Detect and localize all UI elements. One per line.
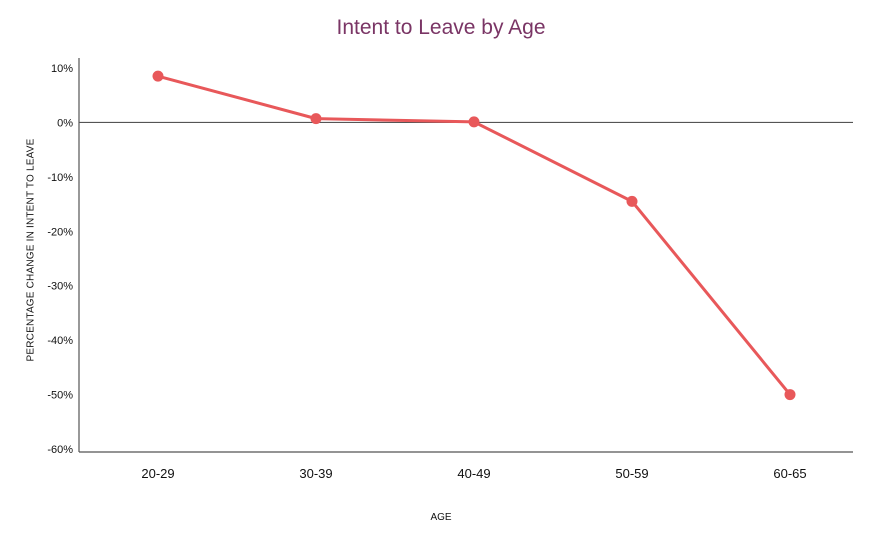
- y-tick-label: -20%: [47, 226, 73, 238]
- y-tick-label: -60%: [47, 444, 73, 456]
- y-tick-label: 0%: [57, 117, 73, 129]
- data-point: [310, 113, 322, 125]
- x-tick-label: 50-59: [615, 466, 648, 481]
- y-ticks-group: 10% 0% -10% -20% -30% -40% -50% -60%: [47, 63, 73, 456]
- x-ticks-group: 20-29 30-39 40-49 50-59 60-65: [141, 466, 806, 481]
- data-point: [152, 70, 164, 82]
- y-tick-label: -50%: [47, 390, 73, 402]
- chart-title: Intent to Leave by Age: [336, 16, 546, 39]
- x-tick-label: 60-65: [773, 466, 806, 481]
- x-axis-label: AGE: [430, 512, 452, 523]
- y-tick-label: 10%: [51, 63, 73, 75]
- x-tick-label: 20-29: [141, 466, 174, 481]
- series-group: [152, 70, 796, 401]
- x-tick-label: 40-49: [457, 466, 490, 481]
- axes-group: [78, 58, 853, 453]
- data-point: [468, 116, 480, 128]
- data-point: [784, 389, 796, 401]
- y-tick-label: -30%: [47, 281, 73, 293]
- y-tick-label: -40%: [47, 335, 73, 347]
- data-point: [626, 195, 638, 207]
- x-tick-label: 30-39: [299, 466, 332, 481]
- y-tick-label: -10%: [47, 172, 73, 184]
